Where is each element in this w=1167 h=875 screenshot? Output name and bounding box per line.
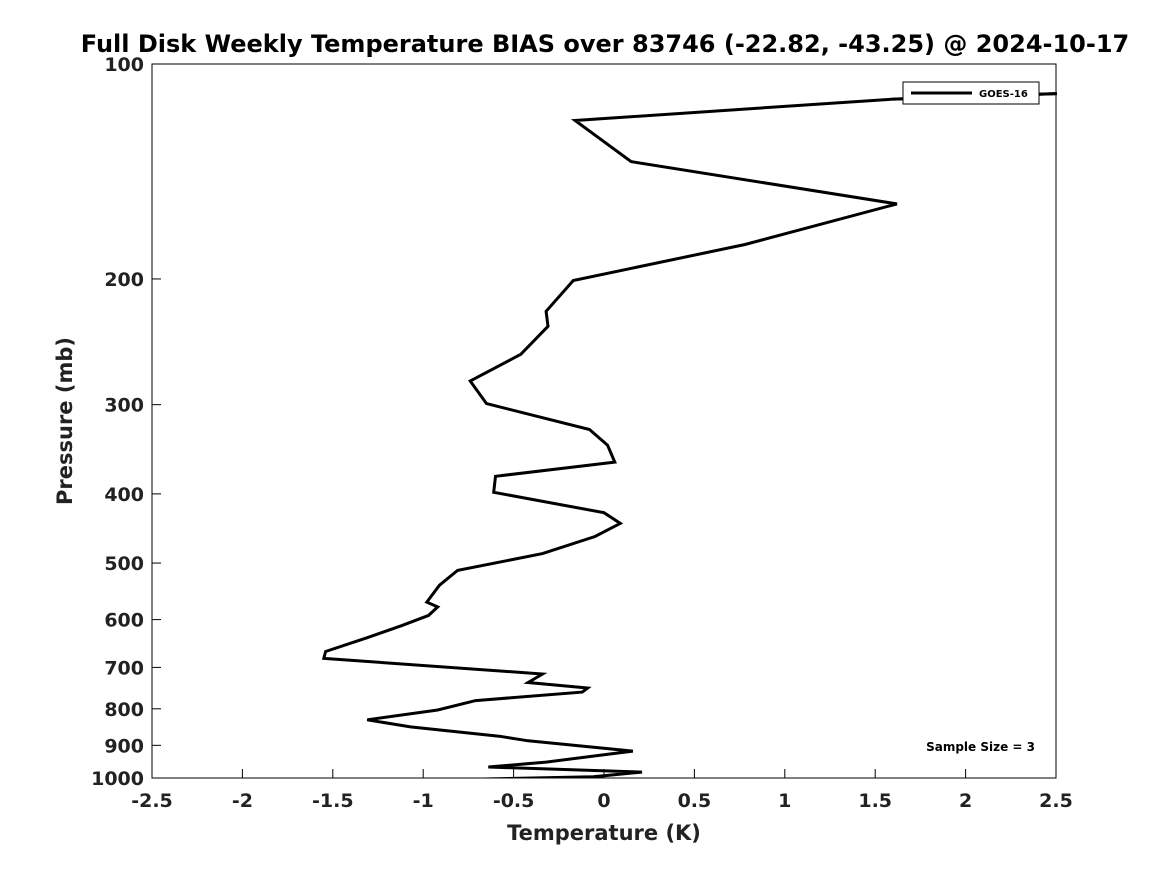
x-tick-label: 2 [959, 790, 972, 812]
y-axis: 100 200 300 400 500 600 700 800 900 1000 [91, 54, 161, 790]
y-axis-label: Pressure (mb) [53, 337, 77, 505]
x-tick-label: -0.5 [493, 790, 535, 812]
y-tick-label: 900 [104, 735, 144, 757]
y-tick-label: 700 [104, 657, 144, 679]
y-tick-label: 300 [104, 395, 144, 417]
y-tick-label: 200 [104, 269, 144, 291]
x-tick-label: -1 [413, 790, 434, 812]
plot-area: -2.5 -2 -1.5 -1 -0.5 0 0.5 1 1.5 2 2.5 100 200 300 40… [91, 54, 1073, 812]
x-tick-label: -2.5 [131, 790, 173, 812]
y-tick-label: 500 [104, 553, 144, 575]
y-tick-label: 600 [104, 610, 144, 632]
x-tick-label: 1.5 [858, 790, 892, 812]
sample-size-annotation: Sample Size = 3 [926, 740, 1035, 754]
y-tick-label: 100 [104, 54, 144, 76]
y-tick-label: 1000 [91, 768, 144, 790]
x-tick-label: -1.5 [312, 790, 354, 812]
x-axis: -2.5 -2 -1.5 -1 -0.5 0 0.5 1 1.5 2 2.5 [131, 769, 1073, 812]
legend-label: GOES-16 [979, 89, 1028, 100]
legend: GOES-16 [902, 81, 1040, 105]
x-tick-label: 1 [778, 790, 791, 812]
x-axis-label: Temperature (K) [507, 821, 701, 845]
chart-title: Full Disk Weekly Temperature BIAS over 8… [81, 30, 1129, 58]
x-tick-label: -2 [232, 790, 253, 812]
x-tick-label: 0.5 [678, 790, 712, 812]
x-tick-label: 0 [597, 790, 610, 812]
x-tick-label: 2.5 [1039, 790, 1073, 812]
y-tick-label: 800 [104, 699, 144, 721]
y-tick-label: 400 [104, 484, 144, 506]
series-line-1 [321, 92, 1056, 778]
